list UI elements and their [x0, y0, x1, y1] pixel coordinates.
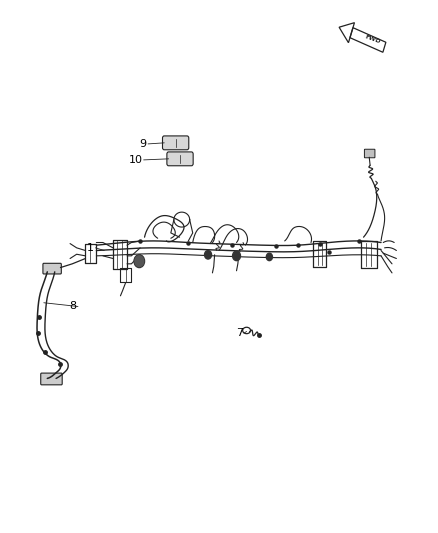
Circle shape	[135, 256, 144, 266]
Circle shape	[205, 251, 212, 259]
Text: 7: 7	[236, 328, 243, 338]
FancyBboxPatch shape	[364, 149, 375, 158]
Circle shape	[266, 253, 272, 261]
FancyBboxPatch shape	[162, 136, 189, 150]
FancyBboxPatch shape	[167, 152, 193, 166]
Text: 8: 8	[70, 302, 77, 311]
FancyBboxPatch shape	[43, 263, 61, 274]
Text: 9: 9	[140, 139, 147, 149]
Circle shape	[134, 255, 145, 268]
FancyBboxPatch shape	[41, 373, 62, 385]
Circle shape	[233, 251, 240, 261]
Text: 10: 10	[128, 155, 142, 165]
Text: 1: 1	[87, 243, 94, 253]
Text: FWD: FWD	[364, 34, 381, 44]
